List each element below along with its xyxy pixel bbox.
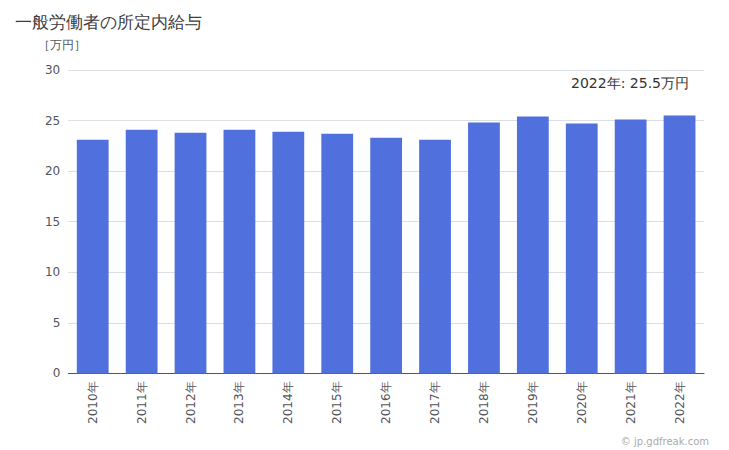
svg-text:2012年: 2012年	[184, 381, 198, 424]
svg-text:2018年: 2018年	[477, 381, 491, 424]
svg-text:20: 20	[45, 164, 60, 178]
svg-text:2020年: 2020年	[575, 381, 589, 424]
svg-text:2021年: 2021年	[624, 381, 638, 424]
svg-text:10: 10	[45, 265, 60, 279]
svg-text:2022年: 2022年	[673, 381, 687, 424]
svg-text:© jp.gdfreak.com: © jp.gdfreak.com	[621, 436, 709, 447]
svg-text:2011年: 2011年	[135, 381, 149, 424]
svg-text:2019年: 2019年	[526, 381, 540, 424]
svg-text:25: 25	[45, 114, 60, 128]
svg-text:2017年: 2017年	[428, 381, 442, 424]
svg-text:2015年: 2015年	[330, 381, 344, 424]
svg-text:2013年: 2013年	[232, 381, 246, 424]
svg-text:2022年: 25.5万円: 2022年: 25.5万円	[571, 75, 689, 91]
svg-text:［万円］: ［万円］	[38, 38, 86, 52]
svg-text:0: 0	[53, 366, 61, 380]
svg-text:2016年: 2016年	[379, 381, 393, 424]
svg-text:30: 30	[45, 63, 60, 77]
svg-text:一般労働者の所定内給与: 一般労働者の所定内給与	[15, 12, 202, 32]
svg-text:5: 5	[53, 316, 61, 330]
svg-text:2010年: 2010年	[86, 381, 100, 424]
svg-text:15: 15	[45, 215, 60, 229]
svg-text:2014年: 2014年	[281, 381, 295, 424]
